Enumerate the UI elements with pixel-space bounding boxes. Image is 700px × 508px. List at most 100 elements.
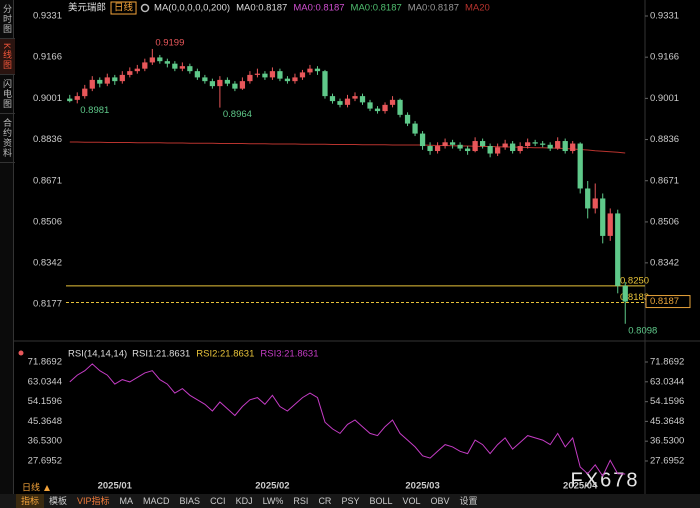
y-tick-label: 0.8671 (650, 175, 679, 186)
candle-body (585, 188, 591, 209)
candle-body (337, 101, 343, 105)
indicator-tab[interactable]: BOLL (369, 496, 393, 506)
chart: FX678 日线 0.9331 0.9331 0.9166 0.9166 0.9001 0… (14, 0, 700, 494)
candle-body (97, 79, 103, 84)
y-tick-label: 71.8692 (28, 357, 62, 368)
line (69, 141, 626, 154)
candle-body (299, 72, 306, 78)
candle-body (314, 68, 321, 72)
candle-body (134, 68, 140, 72)
sidebar-item[interactable]: 合约资料 (0, 114, 15, 164)
x-tick-label: 2025/01 (98, 481, 133, 492)
candle-body (367, 102, 373, 109)
y-tick-label: 0.8342 (33, 257, 62, 268)
candle-body (532, 142, 538, 144)
y-tick-label: 54.1596 (650, 396, 684, 407)
y-tick-label: 0.8506 (650, 216, 679, 227)
candle-body (269, 71, 276, 78)
candle-body (457, 144, 463, 149)
last-price-box (645, 295, 691, 309)
indicator-tab[interactable]: CCI (210, 496, 226, 506)
last-price-label: 0.8187 (650, 296, 679, 307)
indicator-tab[interactable]: RSI (293, 496, 309, 506)
indicator-tab[interactable]: 设置 (459, 496, 478, 506)
candle-body (142, 62, 148, 69)
candle-body (307, 68, 313, 73)
legend-item: MA0:0.8187 (293, 3, 344, 14)
candle-body (292, 77, 298, 82)
candle-body (510, 143, 516, 152)
indicator-tab[interactable]: 指标 (16, 494, 45, 508)
candle-body (547, 144, 553, 149)
indicator-tab[interactable]: 模板 (49, 496, 68, 506)
candle-body (389, 99, 396, 105)
indicator-tab[interactable]: MACD (143, 496, 170, 506)
candle-body (412, 123, 418, 134)
candle-body (359, 96, 366, 103)
settings-icon (140, 3, 150, 13)
candle-body (82, 88, 88, 97)
indicator-title: RSI(14,14,14) (68, 349, 127, 360)
candle-body (329, 96, 336, 102)
period-label: 日线 (114, 2, 134, 14)
legend-item: RSI1:21.8631 (132, 349, 190, 360)
sidebar-item[interactable]: 分时图 (0, 0, 15, 39)
y-tick-label: 36.5300 (28, 436, 62, 447)
y-tick-label: 0.9331 (650, 11, 679, 22)
indicator-tab[interactable]: VOL (402, 496, 421, 506)
candle-body (89, 79, 95, 89)
candle-body (615, 213, 621, 286)
indicator-icon (18, 350, 24, 356)
price-annotation: 0.8981 (80, 105, 109, 116)
indicator-tabs: 指标 模板 VIP指标 MA MACD BIAS CCI KDJ LW% RSI CR PSY BOLL… (0, 494, 700, 508)
indicator-tab[interactable]: KDJ (235, 496, 253, 506)
watermark: FX678 (571, 469, 640, 491)
legend-item: MA0:0.8187 (408, 3, 459, 14)
y-tick-label: 0.9331 (33, 11, 62, 22)
indicator-tab[interactable]: MA (119, 496, 134, 506)
candle-body (540, 143, 546, 145)
indicator-tab[interactable]: OBV (430, 496, 450, 506)
sidebar-item[interactable]: K线图 (0, 39, 15, 76)
y-tick-label: 0.9166 (650, 52, 679, 63)
price-annotation: 0.9199 (155, 37, 184, 48)
chart-title: 美元瑞郎 (68, 2, 106, 14)
indicator-tab[interactable]: LW% (262, 496, 284, 506)
indicator-tab[interactable]: BIAS (179, 496, 201, 506)
y-tick-label: 0.9001 (650, 93, 679, 104)
candle-body (284, 78, 291, 82)
candle-body (202, 77, 208, 82)
candle-body (187, 66, 193, 72)
candle-body (525, 142, 531, 147)
candle-body (472, 141, 478, 152)
legend-item: MA0:0.8187 (236, 3, 287, 14)
candle-body (224, 79, 231, 84)
price-line-label: 0.8183 (620, 292, 649, 303)
candle-body (194, 71, 200, 78)
y-tick-label: 63.0344 (650, 376, 684, 387)
candle-body (179, 66, 185, 69)
indicator-tab[interactable]: VIP指标 (77, 496, 110, 506)
candle-body (344, 98, 351, 105)
candle-body (127, 71, 133, 75)
candle-body (232, 83, 238, 89)
y-tick-label: 71.8692 (650, 357, 684, 368)
legend-item: MA0:0.8187 (351, 3, 402, 14)
price-annotation: 0.8098 (628, 325, 657, 336)
sidebar-item[interactable]: 闪电图 (0, 75, 15, 115)
candle-body (592, 198, 598, 209)
candle-body (607, 213, 613, 236)
indicator-tab[interactable]: CR (318, 496, 332, 506)
candle-body (479, 141, 486, 147)
candle-body (464, 148, 471, 152)
period-switch[interactable]: 日线 (22, 481, 40, 492)
period-box (110, 1, 137, 15)
sidebar: 分时图 K线图 闪电图 合约资料 (0, 0, 15, 494)
x-tick-label: 2025/02 (255, 481, 289, 492)
period-arrow (44, 485, 50, 491)
y-tick-label: 45.3648 (28, 416, 62, 427)
candle-body (562, 141, 568, 152)
candle-body (217, 79, 223, 87)
indicator-tab[interactable]: PSY (341, 496, 360, 506)
